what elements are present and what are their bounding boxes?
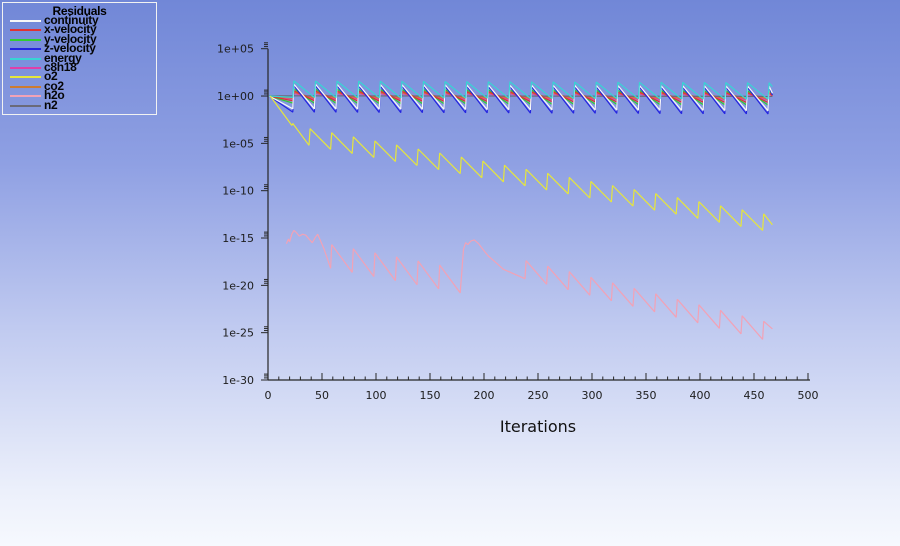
legend-label: n2 bbox=[44, 97, 58, 112]
legend-item-energy: energy bbox=[3, 50, 156, 65]
legend-swatch-co2 bbox=[10, 85, 41, 88]
y-tick-label: 1e-30 bbox=[222, 374, 254, 387]
legend-label: h2o bbox=[44, 88, 65, 103]
legend-item-n2: n2 bbox=[3, 97, 156, 112]
residual-curve-o2 bbox=[269, 95, 773, 231]
residual-curve-h2o bbox=[285, 229, 773, 340]
x-tick-label: 450 bbox=[744, 389, 765, 402]
legend-label: z-velocity bbox=[44, 41, 96, 56]
y-tick-label: 1e+00 bbox=[217, 90, 254, 103]
x-tick-label: 350 bbox=[636, 389, 657, 402]
x-tick-label: 250 bbox=[528, 389, 549, 402]
y-tick-label: 1e-15 bbox=[222, 232, 254, 245]
legend-label: c8h18 bbox=[44, 60, 77, 74]
y-tick-label: 1e-05 bbox=[222, 137, 254, 150]
legend-label: x-velocity bbox=[44, 22, 97, 37]
legend-item-continuity: continuity bbox=[3, 13, 156, 27]
series-layer bbox=[268, 80, 773, 340]
axes-layer: 0 50 100 150 200 250 300 350 400 450 500 1e+05 1e+00… bbox=[217, 42, 819, 402]
residual-curve-n2 bbox=[269, 95, 773, 98]
x-tick-label: 150 bbox=[420, 389, 441, 402]
legend-swatch-y-velocity bbox=[10, 38, 41, 41]
x-tick-label: 100 bbox=[366, 389, 387, 402]
legend-title: Residuals bbox=[52, 4, 107, 18]
x-tick-label: 400 bbox=[690, 389, 711, 402]
y-tick-label: 1e-25 bbox=[222, 327, 254, 340]
legend-swatch-o2 bbox=[10, 76, 41, 79]
residual-curve-energy bbox=[269, 80, 773, 100]
legend-item-z-velocity: z-velocity bbox=[3, 41, 156, 56]
legend-swatch-c8h18 bbox=[10, 67, 41, 69]
legend-item-y-velocity: y-velocity bbox=[3, 31, 156, 46]
legend-label: co2 bbox=[44, 78, 64, 93]
legend-label: energy bbox=[44, 50, 82, 65]
x-tick-label: 200 bbox=[474, 389, 495, 402]
legend-label: y-velocity bbox=[44, 31, 97, 46]
legend-swatch-h2o bbox=[10, 95, 41, 98]
x-tick-label: 300 bbox=[582, 389, 603, 402]
residuals-legend: Residuals continuity x-velocity y-velocity… bbox=[2, 2, 157, 115]
legend-swatch-z-velocity bbox=[10, 48, 41, 51]
legend-item-c8h18: c8h18 bbox=[3, 60, 156, 74]
legend-swatch-energy bbox=[10, 57, 41, 60]
y-tick-label: 1e-20 bbox=[222, 279, 254, 292]
x-tick-label: 500 bbox=[798, 389, 819, 402]
legend-label: o2 bbox=[44, 69, 58, 84]
y-tick-label: 1e+05 bbox=[217, 43, 254, 56]
legend-label: continuity bbox=[44, 13, 99, 27]
legend-swatch-x-velocity bbox=[10, 29, 41, 32]
x-tick-label: 50 bbox=[315, 389, 329, 402]
legend-item-co2: co2 bbox=[3, 78, 156, 93]
legend-swatch-continuity bbox=[10, 20, 41, 22]
legend-item-h2o: h2o bbox=[3, 88, 156, 103]
y-tick-label: 1e-10 bbox=[222, 185, 254, 198]
legend-swatch-n2 bbox=[10, 104, 41, 107]
x-axis-title: Iterations bbox=[500, 417, 576, 436]
legend-item-x-velocity: x-velocity bbox=[3, 22, 156, 37]
legend-item-o2: o2 bbox=[3, 69, 156, 84]
x-tick-label: 0 bbox=[265, 389, 272, 402]
